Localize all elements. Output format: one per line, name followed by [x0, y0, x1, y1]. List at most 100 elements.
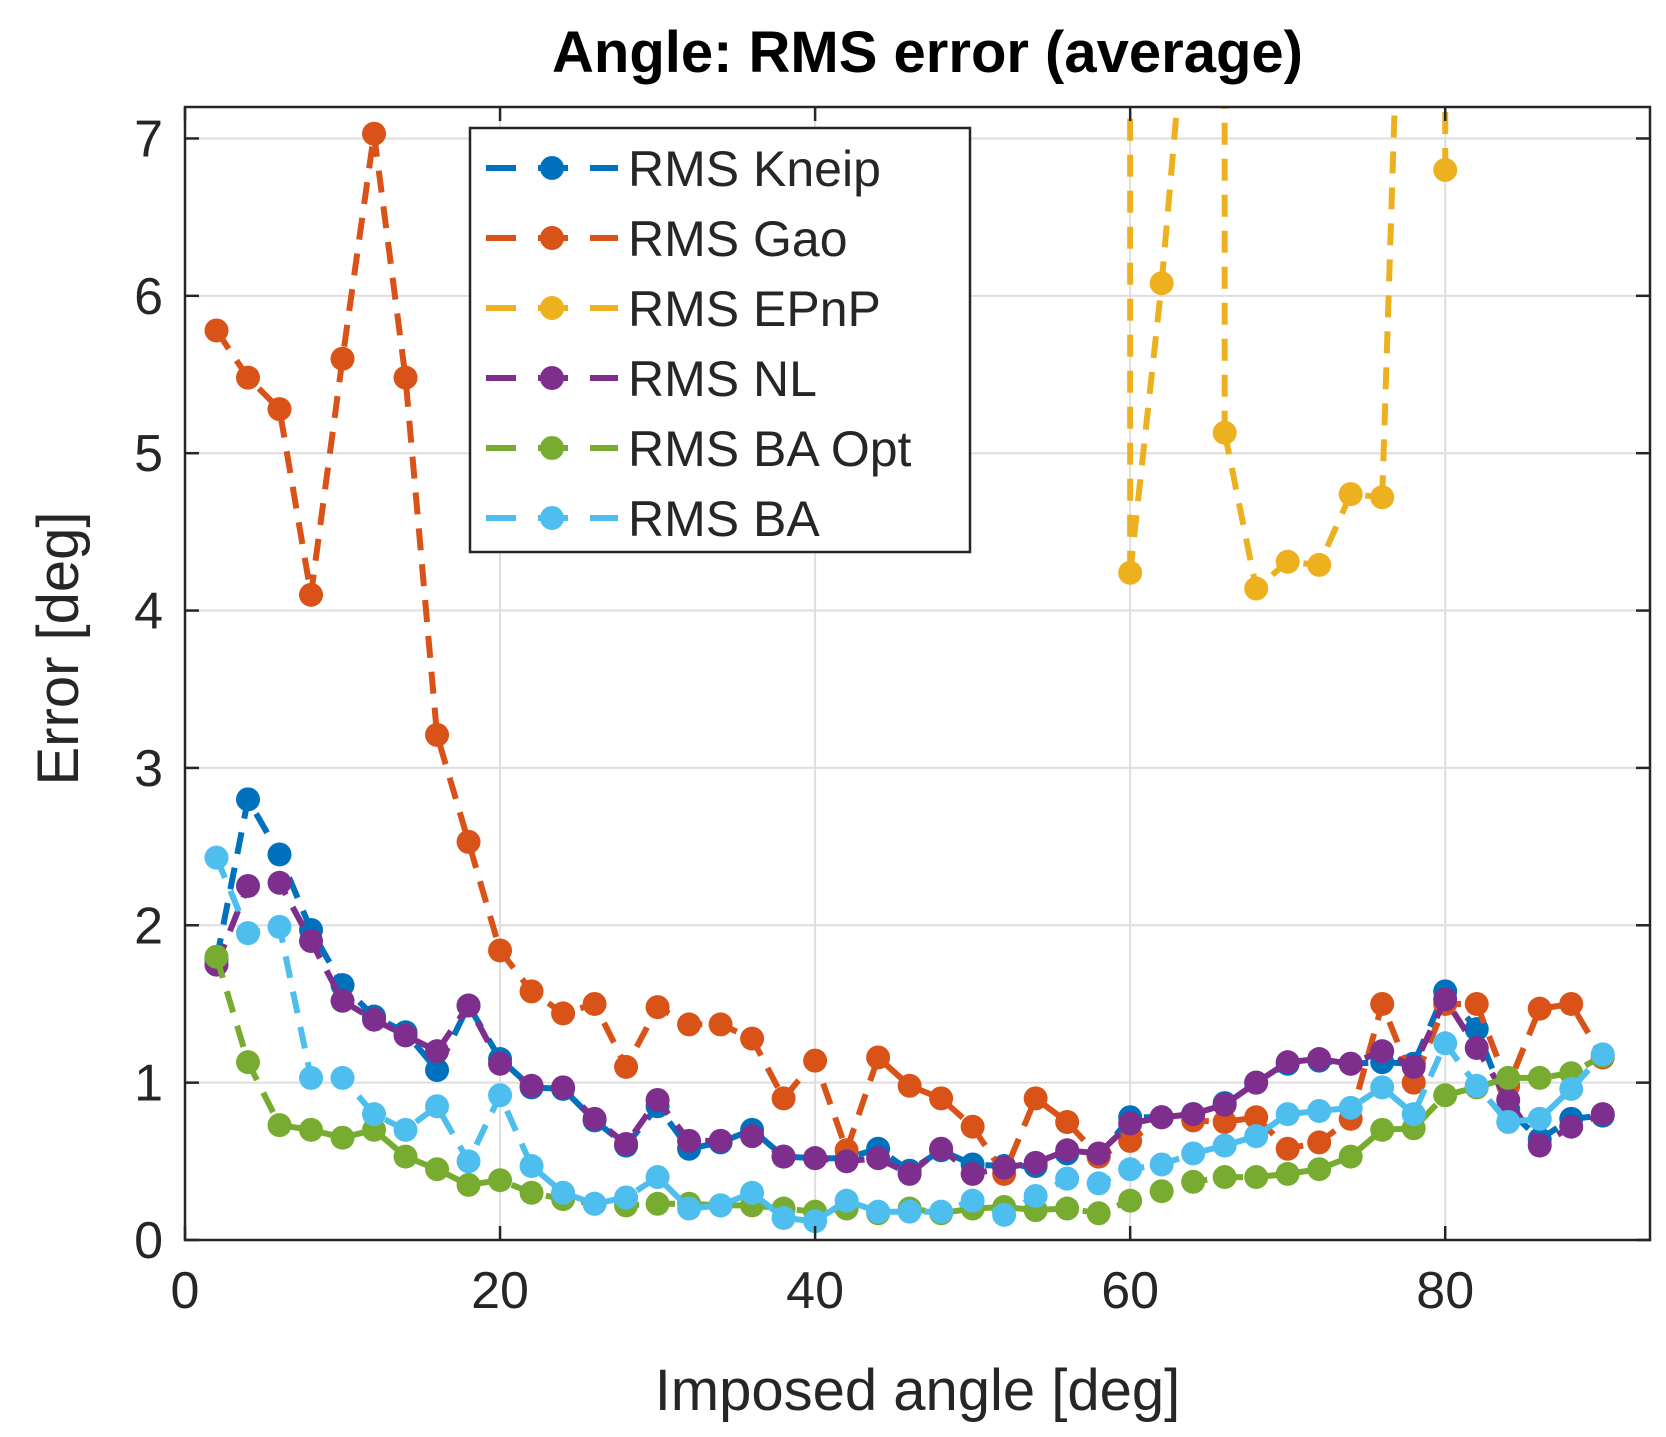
- data-point-rms-gao: [897, 1073, 922, 1098]
- data-point-rms-ba-opt: [519, 1180, 544, 1205]
- data-point-rms-gao: [1118, 1128, 1143, 1153]
- y-tick-label: 6: [134, 268, 163, 326]
- data-point-rms-ba-opt: [1275, 1161, 1300, 1186]
- legend-box: [468, 126, 972, 554]
- data-point-rms-nl: [866, 1146, 891, 1171]
- series-rms-ba: [204, 845, 1615, 1234]
- y-tick-label: 4: [134, 583, 163, 641]
- data-point-rms-kneip: [267, 842, 292, 867]
- data-point-rms-nl: [267, 870, 292, 895]
- data-point-rms-ba-opt: [1086, 1201, 1111, 1226]
- data-point-rms-nl: [1496, 1087, 1521, 1112]
- data-point-rms-nl: [1338, 1051, 1363, 1076]
- data-point-rms-nl: [1559, 1114, 1584, 1139]
- series-line-rms-epnp-offscale: [1158, 107, 1180, 284]
- data-point-rms-gao: [582, 991, 607, 1016]
- data-point-rms-nl: [1086, 1141, 1111, 1166]
- data-point-rms-gao: [929, 1086, 954, 1111]
- data-point-rms-ba-opt: [1307, 1157, 1332, 1182]
- data-point-rms-ba-opt: [1496, 1065, 1521, 1090]
- legend-swatch-marker: [540, 296, 564, 320]
- data-point-rms-ba: [393, 1117, 418, 1142]
- data-point-rms-ba: [1023, 1183, 1048, 1208]
- data-point-rms-nl: [834, 1149, 859, 1174]
- data-point-rms-nl: [456, 993, 481, 1018]
- data-point-rms-ba: [551, 1180, 576, 1205]
- data-point-rms-nl: [425, 1039, 450, 1064]
- data-point-rms-ba: [1338, 1095, 1363, 1120]
- data-point-rms-gao: [299, 582, 324, 607]
- data-point-rms-ba: [740, 1180, 765, 1205]
- data-point-rms-nl: [992, 1155, 1017, 1180]
- x-tick-label: 60: [1101, 1262, 1159, 1320]
- data-point-rms-ba-opt: [425, 1157, 450, 1182]
- data-point-rms-nl: [1527, 1133, 1552, 1158]
- data-point-rms-gao: [362, 121, 387, 146]
- data-point-rms-ba-opt: [1149, 1179, 1174, 1204]
- data-point-rms-nl: [299, 929, 324, 954]
- data-point-rms-ba: [708, 1193, 733, 1218]
- data-point-rms-ba-opt: [1338, 1144, 1363, 1169]
- data-point-rms-nl: [960, 1161, 985, 1186]
- data-point-rms-ba-opt: [1433, 1083, 1458, 1108]
- data-point-rms-nl: [614, 1132, 639, 1157]
- data-point-rms-ba-opt: [488, 1168, 513, 1193]
- data-point-rms-nl: [929, 1136, 954, 1161]
- data-point-rms-ba: [456, 1149, 481, 1174]
- data-point-rms-ba-opt: [645, 1191, 670, 1216]
- legend-swatch-marker: [540, 226, 564, 250]
- legend-label: RMS Gao: [628, 211, 848, 267]
- data-point-rms-gao: [740, 1026, 765, 1051]
- data-point-rms-nl: [393, 1023, 418, 1048]
- data-point-rms-nl: [1181, 1102, 1206, 1127]
- data-point-rms-nl: [1055, 1138, 1080, 1163]
- data-point-rms-ba-opt: [1118, 1188, 1143, 1213]
- data-point-rms-nl: [1590, 1102, 1615, 1127]
- data-point-rms-nl: [1464, 1036, 1489, 1061]
- data-point-rms-gao: [330, 346, 355, 371]
- data-point-rms-ba: [1275, 1102, 1300, 1127]
- data-point-rms-ba-opt: [299, 1117, 324, 1142]
- data-point-rms-ba: [771, 1205, 796, 1230]
- legend: RMS Kneip RMS Gao RMS EPnP RMS NL RMS BA Opt…: [468, 126, 972, 554]
- data-point-rms-ba: [866, 1199, 891, 1224]
- legend-label: RMS NL: [628, 351, 817, 407]
- data-point-rms-ba: [1590, 1042, 1615, 1067]
- data-point-rms-gao: [960, 1114, 985, 1139]
- data-point-rms-ba-opt: [1244, 1165, 1269, 1190]
- data-point-rms-nl: [803, 1146, 828, 1171]
- data-point-rms-ba: [1212, 1133, 1237, 1158]
- data-point-rms-gao: [456, 829, 481, 854]
- data-point-rms-nl: [677, 1128, 702, 1153]
- data-point-rms-epnp: [1244, 576, 1269, 601]
- data-point-rms-ba: [960, 1188, 985, 1213]
- data-point-rms-ba: [1086, 1171, 1111, 1196]
- data-point-rms-ba-opt: [1181, 1169, 1206, 1194]
- data-point-rms-nl: [708, 1128, 733, 1153]
- data-point-rms-ba: [236, 921, 261, 946]
- data-point-rms-ba: [267, 914, 292, 939]
- data-point-rms-kneip: [425, 1058, 450, 1083]
- data-point-rms-nl: [582, 1106, 607, 1131]
- data-point-rms-nl: [1307, 1047, 1332, 1072]
- data-point-rms-gao: [425, 722, 450, 747]
- data-point-rms-gao: [488, 938, 513, 963]
- x-tick-label: 20: [471, 1262, 529, 1320]
- data-point-rms-ba-opt: [1527, 1065, 1552, 1090]
- data-point-rms-ba-opt: [267, 1113, 292, 1138]
- data-point-rms-ba: [362, 1102, 387, 1127]
- data-point-rms-ba: [519, 1154, 544, 1179]
- data-point-rms-ba-opt: [330, 1125, 355, 1150]
- series-line-rms-gao: [214, 130, 1606, 1177]
- legend-swatch-marker: [540, 156, 564, 180]
- data-point-rms-nl: [1244, 1070, 1269, 1095]
- series-rms-gao: [204, 121, 1615, 1186]
- data-point-rms-nl: [330, 988, 355, 1013]
- data-point-rms-nl: [1149, 1105, 1174, 1130]
- data-point-rms-ba: [1433, 1031, 1458, 1056]
- y-tick-label: 5: [134, 425, 163, 483]
- series-rms-epnp: [1118, 157, 1458, 601]
- data-point-rms-ba-opt: [204, 944, 229, 969]
